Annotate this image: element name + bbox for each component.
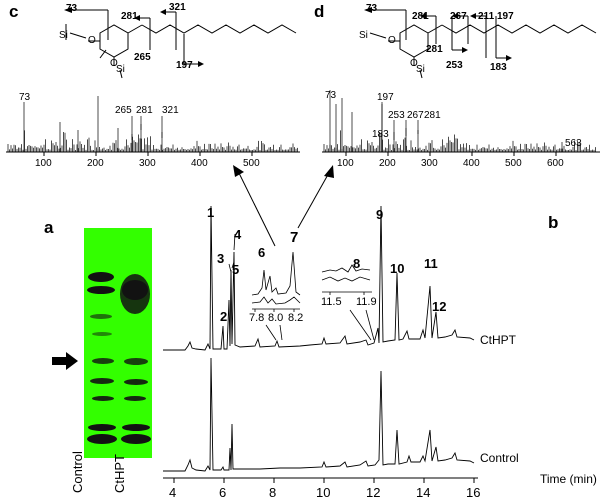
panel-label-d: d — [314, 2, 325, 21]
trace-label-control: Control — [480, 451, 519, 465]
inset-left — [251, 251, 301, 341]
peak-label-2: 2 — [220, 309, 228, 324]
spec-d-label-197: 197 — [377, 92, 394, 103]
frag-d-211: 211 — [478, 11, 495, 22]
x-tick-8: 8 — [269, 485, 277, 500]
trace-control — [163, 357, 475, 472]
spec-d-tick-200: 200 — [379, 158, 396, 169]
x-tick-14: 14 — [416, 485, 431, 500]
inset-right-tick-2: 11.9 — [356, 296, 377, 308]
arrow-to-spectrum-c — [237, 170, 276, 247]
o-d-1: O — [388, 35, 396, 46]
spec-c-tick-300: 300 — [139, 158, 156, 169]
spec-d-tick-400: 400 — [463, 158, 480, 169]
o-d-2: O — [410, 58, 418, 69]
x-axis-title: Time (min) — [540, 472, 597, 486]
si-c-1: Si — [59, 30, 68, 41]
peak-label-7: 7 — [290, 229, 299, 246]
frag-c-197: 197 — [176, 60, 193, 71]
inset-right-tick-1: 11.5 — [321, 296, 342, 308]
trace-cthpt — [163, 205, 475, 351]
panel-label-a: a — [44, 218, 54, 237]
mass-spectrum-d — [322, 7, 600, 156]
frag-c-321: 321 — [169, 2, 186, 13]
spec-c-tick-100: 100 — [35, 158, 52, 169]
frag-d-197: 197 — [497, 11, 514, 22]
spec-c-label-265: 265 — [115, 105, 132, 116]
si-c-2: Si — [116, 64, 125, 75]
peak-label-10: 10 — [390, 261, 405, 276]
inset-right — [321, 264, 375, 341]
x-tick-12: 12 — [366, 485, 381, 500]
frag-c-73: 73 — [66, 3, 78, 14]
peak-label-6: 6 — [258, 245, 266, 260]
panel-label-b: b — [548, 213, 559, 232]
tlc-plate — [84, 228, 152, 458]
spec-d-tick-500: 500 — [505, 158, 522, 169]
spec-d-tick-600: 600 — [547, 158, 564, 169]
frag-d-183: 183 — [490, 62, 507, 73]
spec-d-label-183: 183 — [372, 129, 389, 140]
spec-d-label-253: 253 — [388, 110, 405, 121]
x-tick-6: 6 — [219, 485, 227, 500]
frag-d-73: 73 — [366, 3, 378, 14]
o-c-1: O — [88, 35, 96, 46]
peak-label-3: 3 — [217, 251, 225, 266]
x-tick-10: 10 — [316, 485, 331, 500]
peak-label-8: 8 — [353, 256, 361, 271]
o-c-2: O — [110, 58, 118, 69]
si-d-1: Si — [359, 30, 368, 41]
band-arrow-icon — [52, 352, 78, 370]
spec-d-tick-300: 300 — [421, 158, 438, 169]
spec-c-tick-500: 500 — [243, 158, 260, 169]
spec-c-label-73: 73 — [19, 92, 31, 103]
arrow-to-spectrum-d — [297, 170, 331, 229]
peak-label-12: 12 — [432, 299, 447, 314]
frag-d-281a: 281 — [412, 11, 429, 22]
inset-left-tick-3: 8.2 — [288, 312, 304, 324]
mass-spectrum-c — [6, 7, 300, 156]
inset-left-tick-1: 7.8 — [249, 312, 265, 324]
x-tick-16: 16 — [466, 485, 481, 500]
spec-c-label-321: 321 — [162, 105, 179, 116]
x-tick-4: 4 — [169, 485, 177, 500]
frag-c-265: 265 — [134, 52, 151, 63]
peak-label-5: 5 — [232, 262, 240, 277]
frag-d-253: 253 — [446, 60, 463, 71]
peak-label-4: 4 — [234, 227, 242, 242]
peak-label-1: 1 — [207, 205, 215, 220]
trace-label-cthpt: CtHPT — [480, 333, 516, 347]
spec-d-label-563: 563 — [565, 138, 582, 149]
panel-label-c: c — [9, 2, 19, 21]
frag-d-281b: 281 — [426, 44, 443, 55]
frag-d-267: 267 — [450, 11, 467, 22]
frag-c-281: 281 — [121, 11, 138, 22]
spec-d-label-267: 267 — [407, 110, 424, 121]
peak-label-9: 9 — [376, 207, 384, 222]
si-d-2: Si — [416, 64, 425, 75]
inset-left-tick-2: 8.0 — [268, 312, 284, 324]
spec-d-label-73: 73 — [325, 90, 337, 101]
spec-d-tick-100: 100 — [337, 158, 354, 169]
spec-c-label-281: 281 — [136, 105, 153, 116]
spec-c-tick-200: 200 — [87, 158, 104, 169]
peak-label-11: 11 — [424, 256, 438, 271]
spec-d-label-281: 281 — [424, 110, 441, 121]
spec-c-tick-400: 400 — [191, 158, 208, 169]
